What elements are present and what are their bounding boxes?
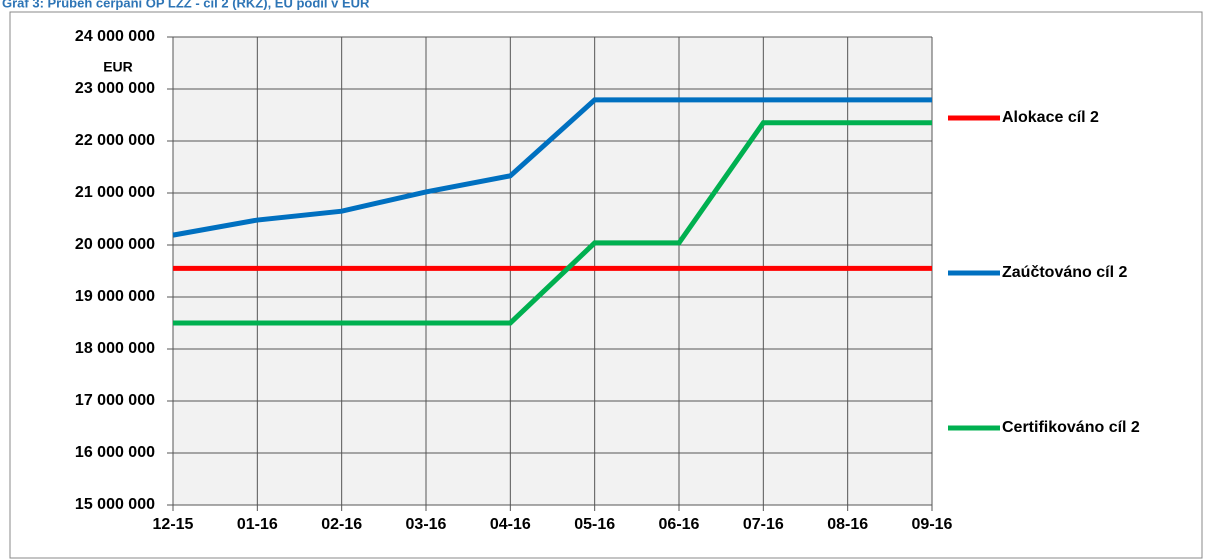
y-tick-label: 19 000 000: [75, 288, 155, 305]
x-tick-label: 12-15: [153, 516, 194, 533]
x-tick-label: 06-16: [659, 516, 700, 533]
x-tick-label: 07-16: [743, 516, 784, 533]
y-tick-label: 21 000 000: [75, 184, 155, 201]
x-tick-label: 03-16: [406, 516, 447, 533]
line-series: [173, 120, 932, 326]
legend-label: Alokace cíl 2: [1002, 109, 1099, 126]
plot-area: [173, 37, 932, 505]
x-tick-label: 09-16: [912, 516, 953, 533]
x-tick-label: 01-16: [237, 516, 278, 533]
legend-label: Zaúčtováno cíl 2: [1002, 264, 1127, 281]
legend-label: Certifikováno cíl 2: [1002, 419, 1140, 436]
y-tick-label: 16 000 000: [75, 444, 155, 461]
y-tick-label: 20 000 000: [75, 236, 155, 253]
line-series: [172, 97, 932, 238]
y-tick-label: 22 000 000: [75, 132, 155, 149]
y-tick-label: 24 000 000: [75, 28, 155, 45]
x-tick-label: 04-16: [490, 516, 531, 533]
y-axis-label: EUR: [103, 59, 133, 75]
y-tick-label: 23 000 000: [75, 80, 155, 97]
y-tick-label: 18 000 000: [75, 340, 155, 357]
x-tick-label: 08-16: [827, 516, 868, 533]
x-tick-label: 05-16: [574, 516, 615, 533]
y-tick-label: 17 000 000: [75, 392, 155, 409]
x-tick-label: 02-16: [321, 516, 362, 533]
y-tick-label: 15 000 000: [75, 496, 155, 513]
chart-title: Graf 3: Průběh čerpání OP LZZ - cíl 2 (R…: [2, 0, 370, 10]
